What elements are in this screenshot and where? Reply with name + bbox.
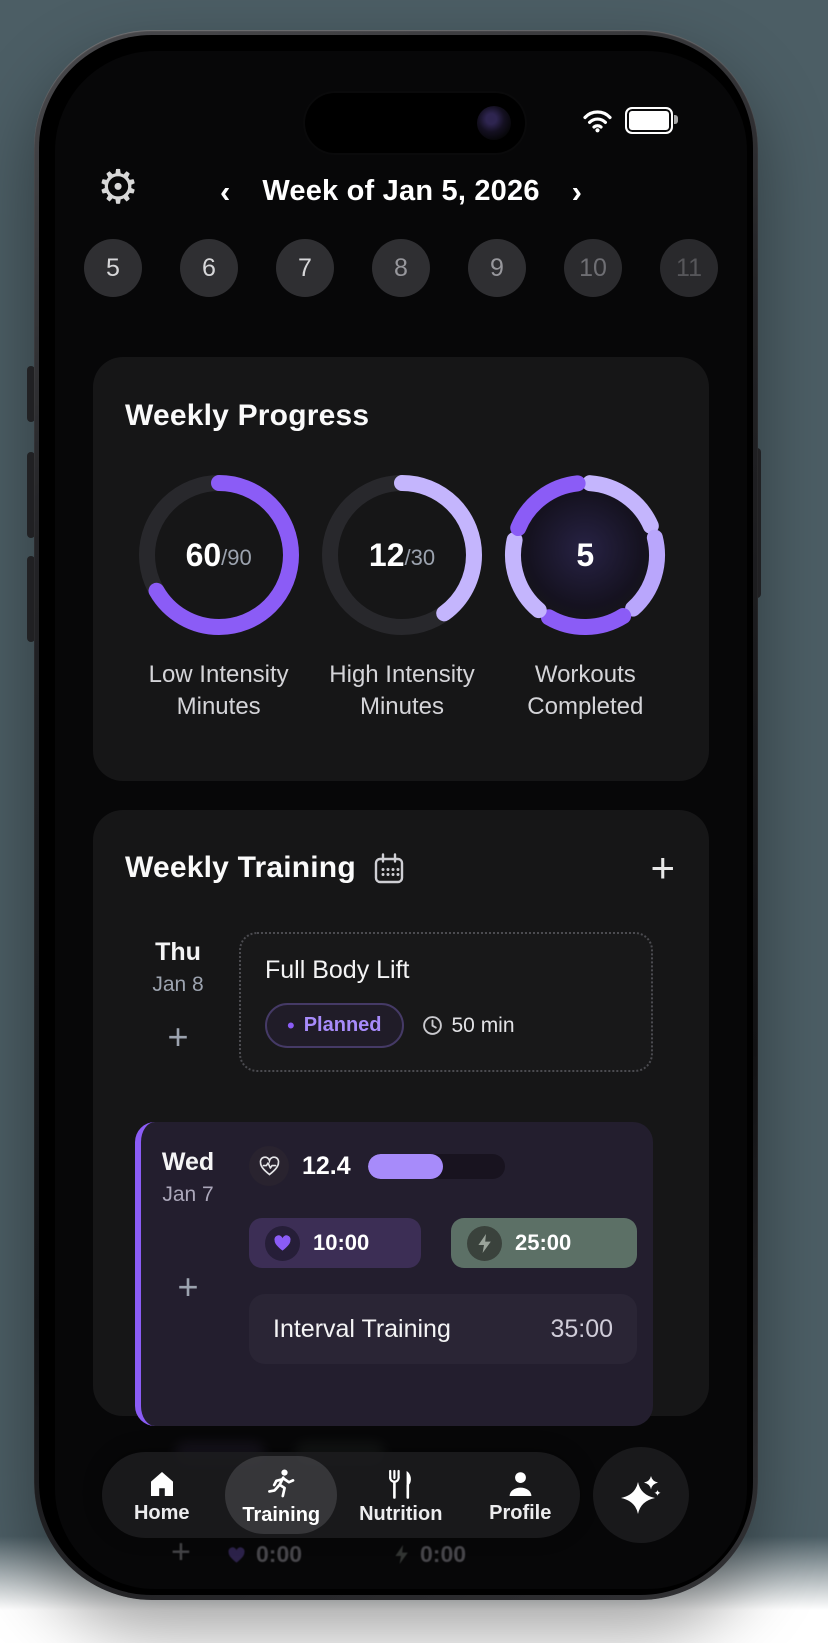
person-icon — [509, 1472, 532, 1496]
progress-rings: 60 /90 Low Intensity Minutes 12 /30 — [125, 467, 679, 722]
workout-name: Full Body Lift — [265, 956, 410, 984]
phone-frame: ⚙ ‹ Week of Jan 5, 2026 › 5 6 7 8 9 10 1… — [34, 30, 758, 1600]
action-button — [27, 366, 35, 422]
heart-icon — [228, 1546, 245, 1563]
workout-duration: 50 min — [451, 1013, 515, 1037]
app-screen: ⚙ ‹ Week of Jan 5, 2026 › 5 6 7 8 9 10 1… — [55, 51, 747, 1589]
tab-label: Nutrition — [359, 1502, 443, 1525]
tab-profile[interactable]: Profile — [461, 1452, 581, 1538]
day-circle-8[interactable]: 8 — [372, 239, 430, 297]
status-dot: • — [287, 1012, 295, 1038]
tab-nutrition[interactable]: Nutrition — [341, 1452, 461, 1538]
day-circle-10[interactable]: 10 — [564, 239, 622, 297]
calendar-icon — [374, 853, 404, 884]
add-peek-button: + — [171, 1533, 191, 1571]
prev-week-chevron-icon[interactable]: ‹ — [220, 173, 231, 209]
heart-rate-bar — [367, 1153, 505, 1179]
weekly-training-card: Weekly Training + Thu Jan 8 + Full Body … — [93, 810, 709, 1426]
running-icon — [268, 1469, 295, 1497]
day-circle-7[interactable]: 7 — [276, 239, 334, 297]
tab-label: Home — [133, 1502, 190, 1524]
status-text: Planned — [303, 1014, 382, 1036]
ring-value: 5 — [576, 536, 595, 573]
tab-label: Training — [242, 1503, 321, 1526]
add-workout-button[interactable]: + — [650, 844, 675, 892]
sparkles-icon — [621, 1476, 661, 1514]
weekly-training-title: Weekly Training — [125, 851, 356, 884]
week-title: Week of Jan 5, 2026 — [262, 174, 540, 207]
day-name: Wed — [161, 1148, 215, 1176]
ring-low-intensity: 60 /90 Low Intensity Minutes — [127, 467, 310, 722]
lightning-icon — [395, 1545, 408, 1564]
ring-total: /90 — [221, 545, 252, 570]
workouts-segmented-ring — [505, 475, 666, 635]
add-thu-workout-button[interactable]: + — [167, 1016, 189, 1057]
day-selector: 5 6 7 8 9 10 11 — [55, 239, 747, 297]
ring-label: Low Intensity Minutes — [148, 661, 289, 720]
tab-label: Profile — [489, 1502, 552, 1524]
ring-label: Workouts Completed — [527, 661, 644, 720]
high-intensity-time: 25:00 — [515, 1230, 572, 1255]
high-intensity-chip: 25:00 — [451, 1218, 637, 1268]
ring-label: High Intensity Minutes — [329, 661, 475, 720]
heart-pulse-icon — [259, 1156, 279, 1176]
ring-workouts: 5 Workouts Completed — [494, 467, 677, 722]
heart-rate-metric: 12.4 — [249, 1146, 637, 1186]
active-tab-highlight — [225, 1456, 338, 1534]
ring-high-intensity: 12 /30 High Intensity Minutes — [310, 467, 493, 722]
day-row-thu: Thu Jan 8 + Full Body Lift • Planned — [117, 932, 685, 1072]
weekly-progress-card: Weekly Progress 60 /90 Low Intensity Min… — [93, 357, 709, 781]
add-wed-workout-button[interactable]: + — [177, 1266, 199, 1307]
week-header: ⚙ ‹ Week of Jan 5, 2026 › — [55, 163, 747, 215]
day-date: Jan 8 — [152, 973, 204, 996]
front-camera — [477, 106, 511, 140]
peek-high-time: 0:00 — [420, 1541, 467, 1567]
ring-value: 12 — [368, 536, 405, 573]
volume-up-button — [27, 452, 35, 538]
planned-status-badge: • Planned — [265, 1003, 404, 1048]
workout-name: Interval Training — [273, 1314, 451, 1343]
dynamic-island — [305, 93, 525, 153]
battery-icon — [625, 107, 678, 134]
settings-gear-icon[interactable]: ⚙ — [97, 160, 140, 213]
day-circle-6[interactable]: 6 — [180, 239, 238, 297]
status-bar — [582, 107, 678, 134]
day-name: Thu — [155, 938, 201, 966]
day-circle-11[interactable]: 11 — [660, 239, 718, 297]
phone-bezel: ⚙ ‹ Week of Jan 5, 2026 › 5 6 7 8 9 10 1… — [39, 35, 753, 1595]
volume-down-button — [27, 556, 35, 642]
weekly-progress-title: Weekly Progress — [125, 399, 370, 432]
day-circle-9[interactable]: 9 — [468, 239, 526, 297]
heart-icon — [274, 1235, 291, 1251]
peek-low-time: 0:00 — [256, 1541, 303, 1567]
planned-workout-card[interactable]: Full Body Lift • Planned 50 min — [239, 932, 653, 1072]
lightning-icon — [478, 1233, 491, 1253]
next-week-chevron-icon[interactable]: › — [571, 173, 582, 209]
ai-assistant-button[interactable] — [593, 1447, 689, 1543]
home-icon — [150, 1472, 173, 1496]
tab-training-active[interactable]: Training — [222, 1452, 342, 1538]
low-intensity-ring — [138, 475, 299, 635]
ring-value: 60 — [185, 536, 222, 573]
wifi-icon — [583, 110, 612, 133]
tab-bar: Home Training — [102, 1452, 580, 1538]
clock-icon — [422, 1016, 442, 1035]
ring-total: /30 — [404, 545, 436, 570]
tab-home[interactable]: Home — [102, 1452, 222, 1538]
fork-knife-icon — [389, 1469, 412, 1499]
heart-rate-bar-fill — [367, 1153, 444, 1179]
workout-duration: 35:00 — [550, 1314, 613, 1343]
day-date: Jan 7 — [162, 1183, 214, 1206]
day-card-wed-active: Wed Jan 7 + 12.4 — [135, 1122, 653, 1426]
day-circle-5[interactable]: 5 — [84, 239, 142, 297]
workout-row[interactable]: Interval Training 35:00 — [249, 1294, 637, 1364]
high-intensity-ring — [321, 475, 482, 635]
heart-rate-value: 12.4 — [302, 1151, 351, 1180]
low-intensity-time: 10:00 — [313, 1230, 370, 1255]
low-intensity-chip: 10:00 — [249, 1218, 421, 1268]
